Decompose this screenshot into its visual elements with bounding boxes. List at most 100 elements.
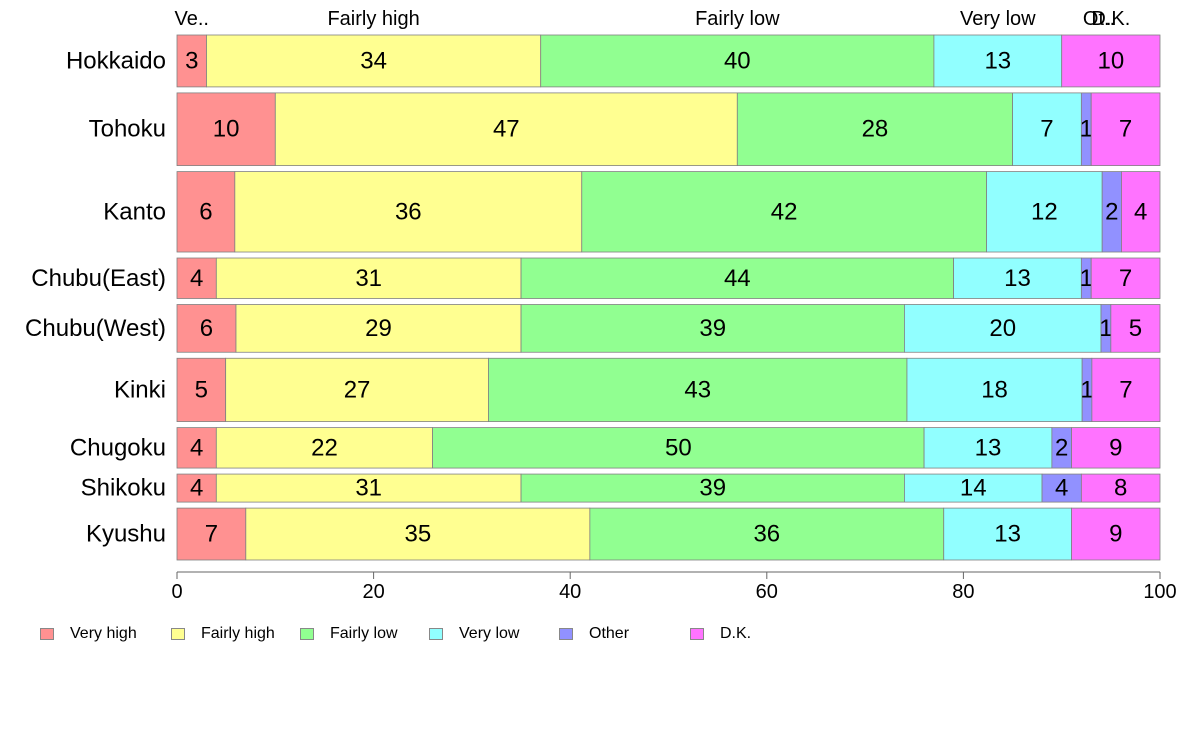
bar-segment-kinki-d-k	[1091, 357, 1161, 422]
data-label-chubu-west-very-low: 20	[989, 315, 1016, 342]
x-tick-label: 80	[952, 581, 974, 603]
row-label-kyushu: Kyushu	[86, 521, 166, 548]
x-tick-label: 0	[171, 581, 182, 603]
data-label-chugoku-d-k: 9	[1109, 434, 1122, 461]
data-label-chugoku-very-low: 13	[975, 434, 1002, 461]
bar-segment-kyushu-d-k	[1071, 507, 1161, 561]
data-label-tohoku-very-high: 10	[213, 116, 240, 143]
data-label-chubu-east-other: 1	[1080, 265, 1093, 292]
data-label-kinki-fairly-low: 43	[684, 376, 711, 403]
row-label-chugoku: Chugoku	[70, 434, 166, 461]
bar-segment-chubu-east-d-k	[1090, 257, 1161, 299]
legend-item-other: Other	[559, 624, 629, 644]
data-label-chubu-west-fairly-high: 29	[365, 315, 392, 342]
bar-segment-tohoku-very-high	[176, 92, 276, 166]
bar-segment-shikoku-d-k	[1080, 473, 1161, 503]
bar-segment-kinki-fairly-low	[488, 357, 908, 422]
data-label-shikoku-d-k: 8	[1114, 475, 1127, 502]
data-label-hokkaido-fairly-low: 40	[724, 47, 751, 74]
bar-segment-kyushu-very-high	[176, 507, 247, 561]
bar-segment-kinki-fairly-high	[225, 357, 489, 422]
row-label-kanto: Kanto	[103, 198, 166, 225]
legend-label: Fairly high	[201, 625, 275, 642]
bar-segment-kinki-very-low	[906, 357, 1083, 422]
data-label-tohoku-very-low: 7	[1040, 116, 1053, 143]
data-label-chugoku-other: 2	[1055, 434, 1068, 461]
data-label-chubu-west-fairly-low: 39	[699, 315, 726, 342]
data-label-kyushu-very-high: 7	[205, 521, 218, 548]
legend-swatch-dk	[690, 628, 704, 640]
legend-label: Other	[589, 625, 630, 642]
data-label-chugoku-fairly-high: 22	[311, 434, 338, 461]
legend-item-fairly-high: Fairly high	[171, 624, 275, 644]
legend: Very high Fairly high Fairly low Very lo…	[40, 624, 1140, 644]
bar-segment-chugoku-fairly-low	[432, 427, 925, 469]
top-label-d-k: D.K.	[1091, 8, 1130, 30]
data-label-kinki-other: 1	[1080, 376, 1093, 403]
data-label-chubu-east-fairly-low: 44	[724, 265, 751, 292]
legend-label: Very high	[70, 625, 137, 642]
legend-swatch-other	[559, 628, 573, 640]
data-label-kanto-fairly-high: 36	[395, 198, 422, 225]
bar-segment-shikoku-other	[1041, 473, 1082, 503]
data-label-kinki-very-low: 18	[981, 376, 1008, 403]
bar-segment-chubu-east-very-high	[176, 257, 217, 299]
top-label-fairly-low: Fairly low	[695, 8, 780, 30]
bar-segment-kanto-fairly-low	[581, 171, 987, 253]
bar-segment-chubu-east-fairly-low	[520, 257, 954, 299]
bar-segment-chubu-east-fairly-high	[215, 257, 522, 299]
row-label-tohoku: Tohoku	[89, 116, 166, 143]
bar-segment-tohoku-fairly-low	[736, 92, 1013, 166]
x-axis: 0 20 40 60 80 100	[171, 571, 1177, 603]
bar-segment-shikoku-fairly-high	[215, 473, 522, 503]
data-label-hokkaido-very-high: 3	[185, 47, 198, 74]
bar-segment-tohoku-fairly-high	[274, 92, 738, 166]
bar-segment-shikoku-very-high	[176, 473, 217, 503]
x-tick-label: 60	[756, 581, 778, 603]
bar-segment-tohoku-d-k	[1090, 92, 1161, 166]
legend-item-dk: D.K.	[690, 624, 751, 644]
bar-segment-kanto-d-k	[1121, 171, 1161, 253]
legend-label: Very low	[459, 625, 520, 642]
bar-segment-chubu-west-d-k	[1110, 304, 1161, 353]
legend-swatch-fairly-low	[300, 628, 314, 640]
bar-segment-kinki-very-high	[176, 357, 227, 422]
data-label-kanto-very-high: 6	[199, 198, 212, 225]
data-label-kanto-d-k: 4	[1134, 198, 1147, 225]
data-label-tohoku-d-k: 7	[1119, 116, 1132, 143]
bar-segment-kanto-very-high	[176, 171, 236, 253]
row-label-hokkaido: Hokkaido	[66, 47, 166, 74]
legend-item-very-low: Very low	[429, 624, 519, 644]
data-label-chubu-east-fairly-high: 31	[355, 265, 382, 292]
data-label-kyushu-fairly-low: 36	[753, 521, 780, 548]
data-label-shikoku-fairly-low: 39	[699, 475, 726, 502]
bar-segment-kyushu-very-low	[943, 507, 1072, 561]
data-label-kyushu-fairly-high: 35	[404, 521, 431, 548]
data-label-chubu-east-very-high: 4	[190, 265, 203, 292]
row-labels: Hokkaido Tohoku Kanto Chubu(East) Chubu(West…	[25, 47, 166, 547]
bar-segment-shikoku-very-low	[904, 473, 1043, 503]
top-label-very-high: Ve..	[175, 8, 209, 30]
data-label-chugoku-fairly-low: 50	[665, 434, 692, 461]
bar-segment-chubu-west-very-low	[904, 304, 1102, 353]
bar-segment-hokkaido-d-k	[1061, 34, 1161, 88]
data-label-chubu-east-very-low: 13	[1004, 265, 1031, 292]
row-label-shikoku: Shikoku	[81, 475, 166, 502]
row-label-chubu-east: Chubu(East)	[31, 265, 166, 292]
bar-segment-chubu-west-fairly-low	[520, 304, 905, 353]
data-label-hokkaido-very-low: 13	[984, 47, 1011, 74]
data-label-kanto-fairly-low: 42	[771, 198, 798, 225]
top-label-fairly-high: Fairly high	[327, 8, 419, 30]
data-label-shikoku-very-low: 14	[960, 475, 987, 502]
bar-segment-chugoku-fairly-high	[215, 427, 433, 469]
data-label-tohoku-fairly-low: 28	[862, 116, 889, 143]
data-label-hokkaido-d-k: 10	[1097, 47, 1124, 74]
bar-segment-chubu-west-fairly-high	[235, 304, 522, 353]
data-label-kinki-d-k: 7	[1119, 376, 1132, 403]
legend-item-fairly-low: Fairly low	[300, 624, 398, 644]
bar-segment-kanto-very-low	[986, 171, 1103, 253]
data-label-tohoku-fairly-high: 47	[493, 116, 520, 143]
data-label-shikoku-other: 4	[1055, 475, 1068, 502]
bar-segment-tohoku-very-low	[1012, 92, 1082, 166]
